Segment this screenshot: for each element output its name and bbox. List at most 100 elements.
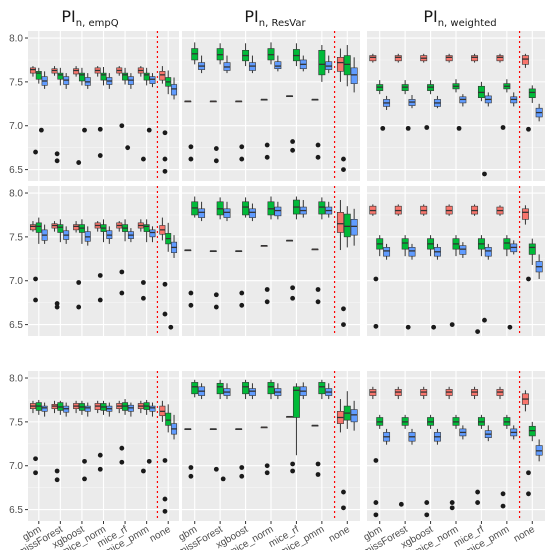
outlier-point (315, 299, 321, 305)
box-none-series1 (521, 205, 529, 225)
box-body (350, 219, 358, 236)
outlier-point (398, 501, 404, 507)
outlier-point (500, 503, 506, 509)
panel-r1-c2 (182, 31, 360, 181)
box-xgboost-series1 (73, 66, 80, 77)
x-tick-label: none (327, 524, 352, 545)
box-mice_norm-series1 (445, 386, 453, 400)
box-none-series3 (171, 235, 178, 258)
box-missForest-series3 (223, 55, 231, 74)
outlier-point (290, 461, 296, 467)
column-title-1: PIn, empQ (61, 7, 118, 29)
box-mice_pmm-series2 (503, 235, 511, 257)
box-mice_rf-series2 (292, 43, 300, 67)
box-mice_rf-series2 (122, 399, 129, 415)
box-missForest-series3 (63, 226, 70, 244)
box-gbm-series3 (383, 428, 391, 445)
box-none-series2 (343, 45, 351, 87)
outlier-point (449, 322, 455, 327)
box-body (248, 208, 256, 218)
box-mice_pmm-series3 (325, 55, 333, 74)
outlier-point (141, 468, 146, 474)
outlier-point (188, 473, 194, 479)
box-mice_pmm-series2 (143, 219, 150, 243)
outlier-point (507, 324, 513, 330)
panel-r3-c2 (182, 371, 360, 521)
outlier-point (97, 126, 103, 132)
box-none-series3 (171, 77, 178, 100)
box-mice_rf-series1 (471, 386, 479, 400)
y-tick-label: 6.5 (9, 505, 23, 516)
outlier-point (76, 280, 82, 285)
box-none-series2 (343, 206, 351, 248)
outlier-point (341, 505, 346, 511)
box-body (57, 224, 64, 233)
box-body (29, 67, 36, 74)
outlier-point (431, 324, 437, 330)
outlier-point (82, 476, 87, 482)
box-body (528, 88, 536, 98)
box-mice_norm-series2 (452, 235, 460, 257)
box-xgboost-series2 (242, 43, 250, 67)
outlier-point (33, 297, 38, 303)
box-mice_rf-series3 (484, 425, 492, 442)
box-mice_rf-series3 (127, 228, 134, 243)
box-mice_rf-series1 (116, 66, 123, 76)
box-mice_pmm-series1 (137, 219, 144, 232)
outlier-point (373, 323, 379, 329)
box-body (159, 71, 166, 81)
box-missForest-series3 (408, 428, 416, 445)
outlier-point (290, 139, 296, 144)
outlier-point (162, 156, 168, 162)
box-xgboost-series1 (420, 204, 428, 216)
outlier-point (188, 156, 194, 162)
box-xgboost-series3 (84, 226, 91, 246)
outlier-point (315, 287, 321, 292)
box-gbm-series2 (35, 399, 42, 415)
box-mice_norm-series1 (260, 98, 268, 101)
box-body (394, 55, 402, 62)
box-gbm-series3 (41, 71, 48, 89)
box-body (84, 405, 91, 412)
box-mice_pmm-series2 (503, 79, 511, 93)
outlier-point (449, 505, 455, 511)
box-mice_rf-series1 (116, 400, 123, 414)
box-mice_pmm-series1 (137, 66, 144, 77)
box-gbm-series2 (191, 379, 199, 398)
box-missForest-series1 (394, 204, 402, 216)
outlier-point (188, 302, 194, 308)
box-none-series1 (159, 66, 166, 84)
box-body (171, 84, 178, 96)
outlier-point (341, 156, 346, 162)
box-gbm-series3 (383, 243, 391, 260)
panel-r2-c3 (367, 186, 545, 336)
box-mice_rf-series1 (471, 204, 479, 216)
outlier-point (526, 126, 531, 132)
box-body (149, 76, 156, 84)
box-body (318, 382, 326, 395)
box-mice_rf-series3 (484, 243, 492, 260)
box-mice_norm-series1 (445, 204, 453, 216)
outlier-point (76, 304, 82, 310)
box-missForest-series2 (216, 43, 224, 65)
box-body (165, 412, 172, 426)
outlier-point (97, 452, 103, 458)
box-xgboost-series1 (235, 100, 243, 103)
box-none-series3 (171, 414, 178, 440)
outlier-point (97, 297, 103, 303)
box-mice_norm-series2 (452, 79, 460, 93)
box-body (318, 49, 326, 76)
outlier-point (220, 476, 226, 482)
y-tick-label: 8.0 (9, 34, 23, 45)
box-mice_pmm-series3 (510, 425, 518, 440)
outlier-point (162, 311, 168, 317)
box-xgboost-series2 (427, 235, 435, 257)
box-none-series2 (165, 222, 172, 252)
outlier-point (188, 144, 194, 150)
outlier-point (82, 458, 87, 464)
box-none-series1 (336, 200, 344, 251)
outlier-point (188, 290, 194, 296)
outlier-point (239, 144, 245, 150)
box-body (143, 72, 150, 81)
outlier-point (119, 123, 125, 129)
